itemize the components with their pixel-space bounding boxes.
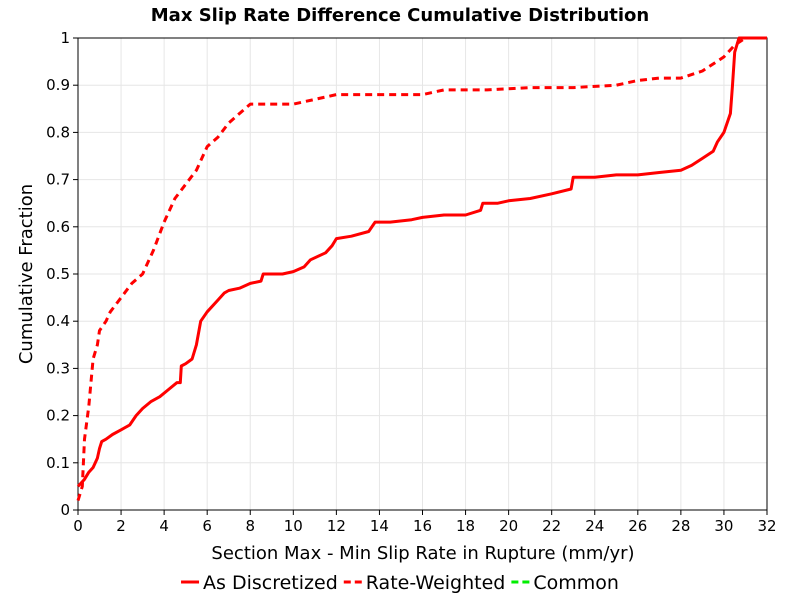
- x-tick-label: 32: [757, 517, 776, 535]
- legend: As Discretized Rate-Weighted Common: [181, 572, 619, 594]
- legend-label: Common: [533, 572, 619, 594]
- y-tick-label: 0.3: [46, 359, 70, 377]
- y-tick-label: 1: [60, 29, 70, 47]
- x-tick-label: 4: [159, 517, 169, 535]
- x-tick-label: 28: [671, 517, 690, 535]
- series-layer: [76, 36, 767, 502]
- plot-frame: [77, 37, 768, 511]
- x-tick-label: 14: [370, 517, 389, 535]
- y-tick-label: 0.5: [46, 265, 70, 283]
- y-tick-label: 0.9: [46, 76, 70, 94]
- y-tick-label: 0.1: [46, 454, 70, 472]
- x-tick-label: 26: [628, 517, 647, 535]
- x-tick-label: 8: [245, 517, 255, 535]
- y-tick-label: 0.6: [46, 218, 70, 236]
- x-tick-label: 10: [284, 517, 303, 535]
- x-tick-label: 18: [456, 517, 475, 535]
- legend-label: Rate-Weighted: [366, 572, 506, 594]
- x-axis-label: Section Max - Min Slip Rate in Rupture (…: [211, 543, 634, 564]
- chart-title: Max Slip Rate Difference Cumulative Dist…: [151, 5, 649, 26]
- y-axis-label: Cumulative Fraction: [16, 184, 37, 364]
- y-tick-label: 0.4: [46, 312, 70, 330]
- x-tick-label: 30: [714, 517, 733, 535]
- series-line-as-discretized: [76, 36, 767, 488]
- y-tick-label: 0.8: [46, 123, 70, 141]
- legend-label: As Discretized: [203, 572, 338, 594]
- x-tick-label: 16: [413, 517, 432, 535]
- x-tick-label: 22: [542, 517, 561, 535]
- x-tick-label: 2: [116, 517, 126, 535]
- y-tick-label: 0.2: [46, 407, 70, 425]
- y-tick-label: 0: [60, 501, 70, 519]
- x-tick-label: 20: [499, 517, 518, 535]
- x-tick-label: 6: [202, 517, 212, 535]
- y-tick-label: 0.7: [46, 171, 70, 189]
- series-line-rate-weighted: [76, 36, 767, 502]
- x-tick-label: 24: [585, 517, 604, 535]
- axis-ticks: 0 2 4 6 8 10 12 14 16 18 20 22 24 26 28 30 3200.10.20.30…: [46, 29, 776, 535]
- x-tick-label: 0: [73, 517, 83, 535]
- x-tick-label: 12: [327, 517, 346, 535]
